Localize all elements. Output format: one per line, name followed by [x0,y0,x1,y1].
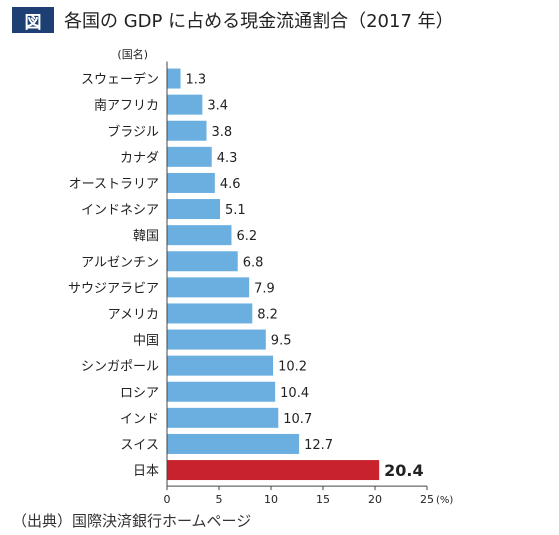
value-label: 4.6 [220,177,241,192]
bar [167,199,221,220]
x-tick-label: 5 [216,493,223,506]
figure-badge: 図 [12,7,54,33]
category-label: スイス [120,438,159,453]
x-tick-label: 25 [420,493,434,506]
category-label: オーストラリア [69,177,159,192]
value-label: 10.2 [278,360,307,375]
bar [167,172,215,193]
chart-title: 各国の GDP に占める現金流通割合（2017 年） [64,11,454,32]
value-label: 6.2 [236,229,257,244]
category-label: 日本 [133,464,159,479]
x-tick-label: 10 [264,493,278,506]
value-label: 9.5 [271,334,292,349]
bar [167,329,266,350]
value-label: 1.3 [186,73,207,88]
bar [167,225,232,246]
category-label: 中国 [133,334,159,349]
value-label: 12.7 [304,438,333,453]
category-label: カナダ [120,151,159,166]
category-label: サウジアラビア [68,281,159,296]
bar [167,94,203,115]
bar [167,277,250,298]
value-label: 3.8 [212,125,233,140]
value-label: 4.3 [217,151,238,166]
bar [167,120,207,141]
category-label: スウェーデン [81,72,159,88]
category-label: ブラジル [107,124,159,140]
value-label: 8.2 [257,307,278,322]
category-axis-label: (国名) [117,47,148,61]
bar [167,460,380,481]
value-label: 5.1 [225,203,246,218]
source-note: （出典）国際決済銀行ホームページ [12,512,252,530]
value-label: 10.7 [283,412,312,427]
category-label: 南アフリカ [94,98,159,114]
figure-header: 図 各国の GDP に占める現金流通割合（2017 年） [12,6,454,34]
x-unit-label: (%) [436,495,453,506]
category-label: インド [120,412,159,427]
x-tick-label: 20 [368,493,382,506]
value-label: 20.4 [384,461,423,480]
bar [167,303,253,324]
category-label: 韓国 [133,229,159,244]
value-label: 3.4 [207,99,228,114]
bar [167,433,300,454]
bar [167,146,212,167]
bar-chart: (国名) スウェーデン 1.3 南アフリカ 3.4 ブラジル 3.8 カナダ 4.3 オーストラリ… [68,47,453,506]
category-label: インドネシア [81,203,159,218]
value-label: 7.9 [254,281,275,296]
bar [167,407,279,428]
bar [167,251,238,272]
bar [167,68,181,89]
bar [167,381,276,402]
category-label: アルゼンチン [81,255,159,270]
category-label: ロシア [120,386,159,401]
x-tick-label: 0 [164,493,171,506]
value-label: 10.4 [280,386,309,401]
category-label: アメリカ [108,307,159,322]
value-label: 6.8 [243,255,264,270]
category-label: シンガポール [81,360,159,375]
bar [167,355,274,376]
x-tick-label: 15 [316,493,330,506]
